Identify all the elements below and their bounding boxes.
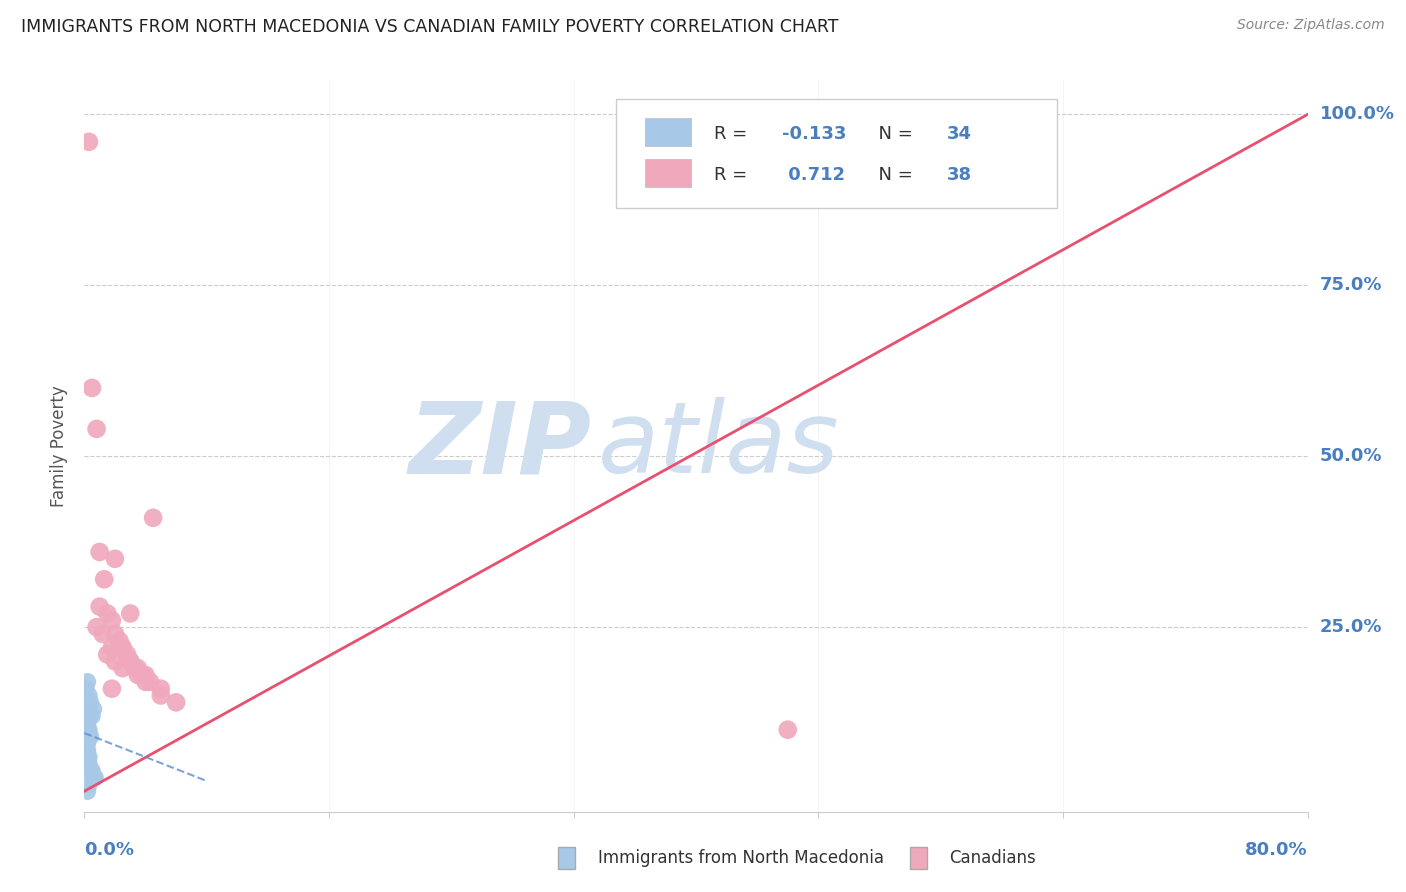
Text: N =: N = <box>868 125 918 143</box>
Point <box>77 723 100 737</box>
Point <box>86 620 108 634</box>
Point <box>79 764 101 778</box>
Bar <box>644 160 692 187</box>
Point <box>76 784 98 798</box>
Point <box>77 709 100 723</box>
Point <box>76 750 98 764</box>
Point <box>75 750 97 764</box>
Point <box>111 640 134 655</box>
Text: 50.0%: 50.0% <box>1320 447 1382 466</box>
Point <box>76 723 98 737</box>
Point <box>127 668 149 682</box>
Point <box>120 654 142 668</box>
Point <box>83 702 105 716</box>
Point <box>75 681 97 696</box>
Text: 80.0%: 80.0% <box>1244 841 1308 859</box>
Point <box>75 756 97 771</box>
Point <box>75 730 97 744</box>
Point <box>76 715 98 730</box>
Point <box>80 381 103 395</box>
Point <box>111 640 134 655</box>
Point <box>135 674 157 689</box>
Point <box>131 668 153 682</box>
Point <box>101 681 124 696</box>
Point <box>120 607 142 621</box>
Point <box>685 128 707 142</box>
Point <box>77 777 100 791</box>
Point <box>120 654 142 668</box>
Point <box>75 715 97 730</box>
Text: 0.0%: 0.0% <box>84 841 135 859</box>
Text: -0.133: -0.133 <box>782 125 846 143</box>
Point <box>104 654 127 668</box>
Text: Canadians: Canadians <box>949 849 1036 867</box>
Text: Immigrants from North Macedonia: Immigrants from North Macedonia <box>598 849 883 867</box>
Point <box>124 661 146 675</box>
Text: 34: 34 <box>946 125 972 143</box>
Text: IMMIGRANTS FROM NORTH MACEDONIA VS CANADIAN FAMILY POVERTY CORRELATION CHART: IMMIGRANTS FROM NORTH MACEDONIA VS CANAD… <box>21 18 838 36</box>
Text: 25.0%: 25.0% <box>1320 618 1382 636</box>
Point <box>135 668 157 682</box>
Point <box>79 730 101 744</box>
Point <box>75 736 97 750</box>
Point <box>89 545 111 559</box>
Point <box>79 695 101 709</box>
Bar <box>644 119 692 146</box>
Point <box>108 633 131 648</box>
Point <box>77 689 100 703</box>
Text: atlas: atlas <box>598 398 839 494</box>
Point <box>76 736 98 750</box>
Point <box>76 730 98 744</box>
Point <box>83 771 105 785</box>
Point <box>76 702 98 716</box>
Point <box>77 750 100 764</box>
Point <box>77 135 100 149</box>
Text: R =: R = <box>714 166 754 184</box>
Point <box>77 756 100 771</box>
Point <box>149 689 172 703</box>
Point <box>76 756 98 771</box>
Point <box>77 730 100 744</box>
Point <box>75 695 97 709</box>
Point <box>165 695 187 709</box>
Point <box>139 674 162 689</box>
FancyBboxPatch shape <box>616 99 1057 209</box>
Text: 0.712: 0.712 <box>782 166 845 184</box>
Point <box>96 648 118 662</box>
Point <box>93 572 115 586</box>
Point <box>91 627 114 641</box>
Point <box>115 648 138 662</box>
Text: 75.0%: 75.0% <box>1320 277 1382 294</box>
Point <box>776 723 799 737</box>
Point <box>75 743 97 757</box>
Point <box>84 771 107 785</box>
Text: 100.0%: 100.0% <box>1320 105 1395 123</box>
Point <box>101 640 124 655</box>
Point <box>75 723 97 737</box>
Text: R =: R = <box>714 125 754 143</box>
Text: 38: 38 <box>946 166 972 184</box>
Text: Source: ZipAtlas.com: Source: ZipAtlas.com <box>1237 18 1385 32</box>
Point <box>86 422 108 436</box>
Point <box>101 613 124 627</box>
Point <box>89 599 111 614</box>
Point <box>149 681 172 696</box>
Point <box>80 709 103 723</box>
Text: ZIP: ZIP <box>409 398 592 494</box>
Point <box>76 674 98 689</box>
Point <box>77 709 100 723</box>
Point <box>127 661 149 675</box>
Point <box>142 510 165 524</box>
Point <box>76 743 98 757</box>
Point <box>111 661 134 675</box>
Point <box>104 551 127 566</box>
Y-axis label: Family Poverty: Family Poverty <box>51 385 69 507</box>
Text: N =: N = <box>868 166 918 184</box>
Point <box>96 607 118 621</box>
Point <box>104 627 127 641</box>
Point <box>80 764 103 778</box>
